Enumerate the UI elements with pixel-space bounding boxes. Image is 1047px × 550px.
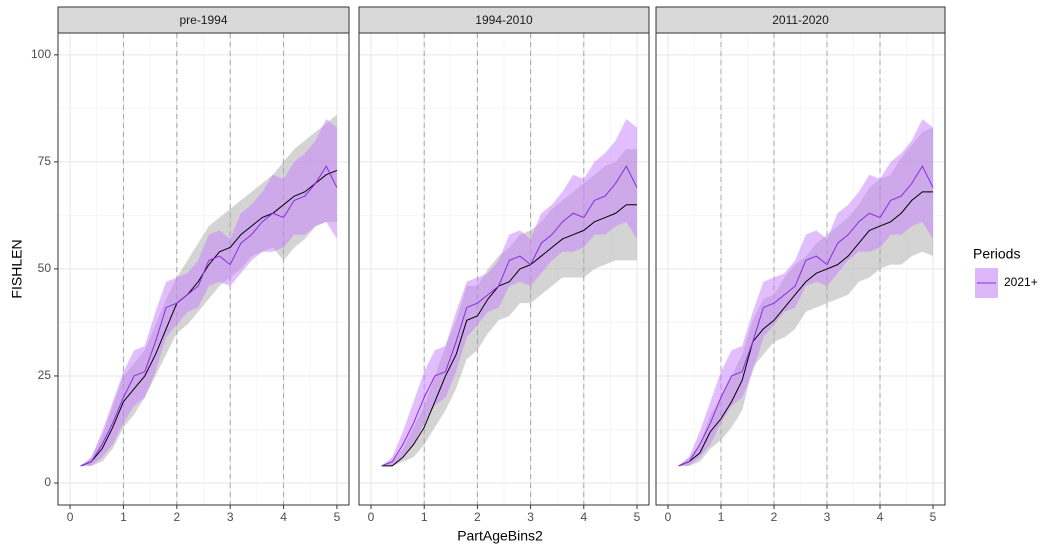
- x-tick-label: 4: [580, 510, 587, 524]
- line: [678, 191, 934, 467]
- strip-label: pre-1994: [179, 13, 227, 27]
- y-tick-label: 75: [38, 154, 52, 168]
- x-tick-label: 4: [280, 510, 287, 524]
- x-tick-label: 0: [67, 510, 74, 524]
- x-axis-title: PartAgeBins2: [457, 528, 543, 544]
- x-tick-label: 2: [173, 510, 180, 524]
- panel-border: [358, 32, 650, 506]
- line: [678, 165, 934, 467]
- band: [80, 119, 337, 466]
- legend-title: Periods: [973, 246, 1020, 262]
- y-tick-label: 0: [44, 475, 51, 489]
- strip: [655, 6, 946, 34]
- band: [381, 119, 637, 466]
- y-tick-label: 100: [31, 47, 51, 61]
- x-tick-label: 4: [877, 510, 884, 524]
- x-tick-label: 3: [527, 510, 534, 524]
- line: [381, 204, 637, 467]
- x-tick-label: 5: [634, 510, 641, 524]
- x-tick-label: 5: [930, 510, 937, 524]
- line: [381, 165, 638, 467]
- x-tick-label: 1: [120, 510, 127, 524]
- strip-label: 2011-2020: [772, 13, 829, 27]
- x-tick-label: 1: [718, 510, 725, 524]
- strip: [358, 6, 650, 34]
- x-tick-label: 1: [421, 510, 428, 524]
- panel-border: [655, 32, 946, 506]
- y-axis-title: FISHLEN: [9, 239, 25, 298]
- strip-label: 1994-2010: [475, 13, 533, 27]
- legend-label: 2021+: [1004, 275, 1038, 289]
- x-tick-label: 3: [824, 510, 831, 524]
- strip: [57, 6, 350, 34]
- y-tick-label: 50: [38, 261, 52, 275]
- x-tick-label: 2: [771, 510, 778, 524]
- line: [80, 169, 338, 467]
- x-tick-label: 0: [368, 510, 375, 524]
- x-tick-label: 5: [334, 510, 341, 524]
- x-tick-label: 0: [665, 510, 672, 524]
- y-tick-label: 25: [38, 368, 52, 382]
- x-tick-label: 2: [474, 510, 481, 524]
- x-tick-label: 3: [227, 510, 234, 524]
- line: [80, 165, 338, 467]
